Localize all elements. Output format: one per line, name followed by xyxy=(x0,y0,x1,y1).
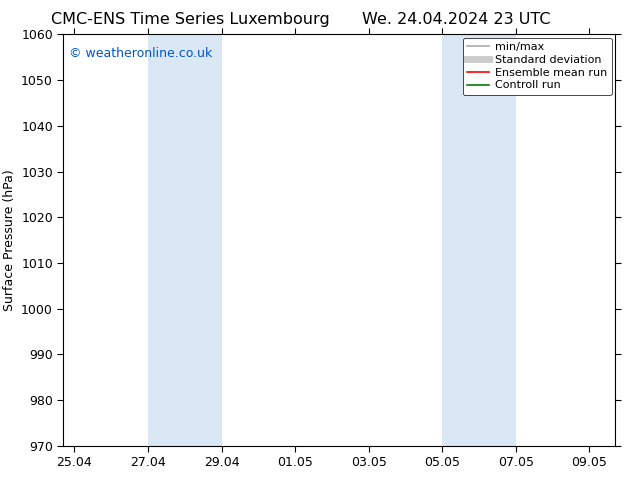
Bar xyxy=(442,34,515,446)
Text: We. 24.04.2024 23 UTC: We. 24.04.2024 23 UTC xyxy=(362,12,551,27)
Bar xyxy=(148,34,221,446)
Text: © weatheronline.co.uk: © weatheronline.co.uk xyxy=(69,47,212,60)
Y-axis label: Surface Pressure (hPa): Surface Pressure (hPa) xyxy=(3,169,16,311)
Legend: min/max, Standard deviation, Ensemble mean run, Controll run: min/max, Standard deviation, Ensemble me… xyxy=(463,38,612,95)
Text: CMC-ENS Time Series Luxembourg: CMC-ENS Time Series Luxembourg xyxy=(51,12,330,27)
